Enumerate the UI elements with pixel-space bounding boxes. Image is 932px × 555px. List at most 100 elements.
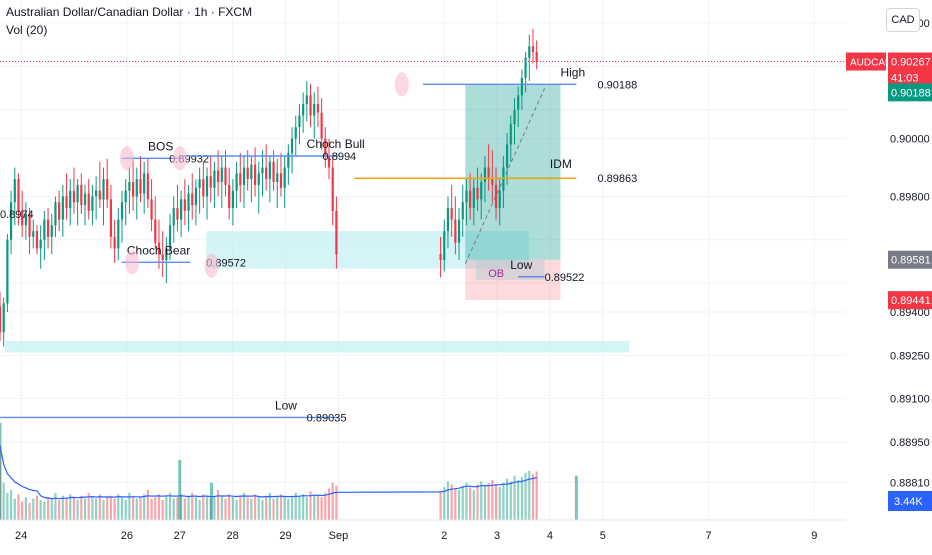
volume-bar [146,490,149,520]
volume-badge [888,491,932,511]
candle [261,150,264,197]
volume-bar [176,497,179,520]
volume-bar [454,488,457,520]
candle-body [228,184,231,208]
candle [91,184,94,226]
candle [305,80,308,122]
currency-button[interactable]: CAD [886,8,920,32]
candle [487,144,490,191]
volume-bar [117,494,120,520]
volume-bar [531,474,535,520]
ob-low-level-value: 0.89522 [545,272,585,284]
volume-bar [239,495,242,520]
candle-body [209,176,212,188]
candle-body [250,164,253,180]
candle-body [480,182,483,200]
swing-point-marker [119,146,134,171]
volume-bar [106,497,109,520]
candle-body [180,199,183,220]
candle [131,158,135,211]
volume-bar [494,484,498,520]
candle-body [469,190,472,208]
candle [298,104,301,145]
volume-bar [261,500,264,520]
candle [246,150,249,191]
time-tick-label: 24 [15,530,27,542]
candle-body [113,236,116,249]
volume-bar [228,494,231,520]
volume-bar [54,492,57,520]
time-tick-label: 5 [600,530,606,542]
candle [135,167,138,220]
candle-body [17,179,20,211]
candle [494,167,498,220]
volume-bar [316,495,320,520]
volume-indicator-label[interactable]: Vol (20) [6,23,48,37]
candle-body [443,231,446,260]
candle [439,236,442,278]
candle-body [168,225,172,249]
volume-bar [320,497,323,520]
candle-body [294,127,297,139]
candle-body [279,173,283,188]
volume-bar [506,478,509,520]
candle [313,92,316,139]
candle-body [517,95,520,110]
candle-body [205,176,209,197]
candle [265,144,268,191]
candle [46,208,50,249]
current-price-value: 0.90267 [891,57,931,69]
price-tick-label: 0.88950 [890,437,930,449]
candle-body [502,167,505,191]
volume-bar [461,485,464,520]
price-tick-label: 0.88810 [890,477,930,489]
volume-bar [13,498,16,520]
choch-bear-level-label: Choch Bear [127,243,190,257]
volume-bar [487,482,490,520]
volume-bar [517,480,520,520]
candle-body [217,170,220,182]
volume-bar [268,492,271,520]
candle-body [528,46,531,58]
volume-bar [446,481,450,520]
volume-bar [524,472,527,520]
volume-bar [150,498,153,520]
candle-body [154,219,157,243]
volume-bar [235,500,238,520]
volume-bar [220,495,223,520]
volume-bar [91,497,94,520]
chart-title: Australian Dollar/Canadian Dollar · 1h ·… [6,5,253,19]
candle [72,167,76,214]
volume-bar [9,490,13,520]
candle [180,190,183,237]
long-position-stop-zone [465,259,561,301]
candle-body [135,179,138,197]
candle [239,153,242,203]
volume-bar [109,495,113,520]
time-axis-background [0,520,846,550]
candle-body [102,179,105,200]
candle [454,196,457,255]
candle-body [54,202,57,226]
symbol-badge-label: AUDCAD [850,58,892,69]
candle [253,147,257,197]
candle-body [309,95,312,116]
volume-spike-bar [0,422,2,520]
volume-bar [98,494,101,520]
candle-body [183,199,186,211]
volume-bar [265,495,268,520]
volume-bar [95,498,98,520]
volume-bar [46,497,50,520]
candle [146,158,149,208]
candle-body [320,112,323,139]
volume-bar [217,490,220,520]
volume-bar [202,494,205,520]
volume-bar [161,500,164,520]
volume-bar [172,498,175,520]
candle [290,127,294,174]
candle [327,138,331,180]
candle [98,161,101,208]
